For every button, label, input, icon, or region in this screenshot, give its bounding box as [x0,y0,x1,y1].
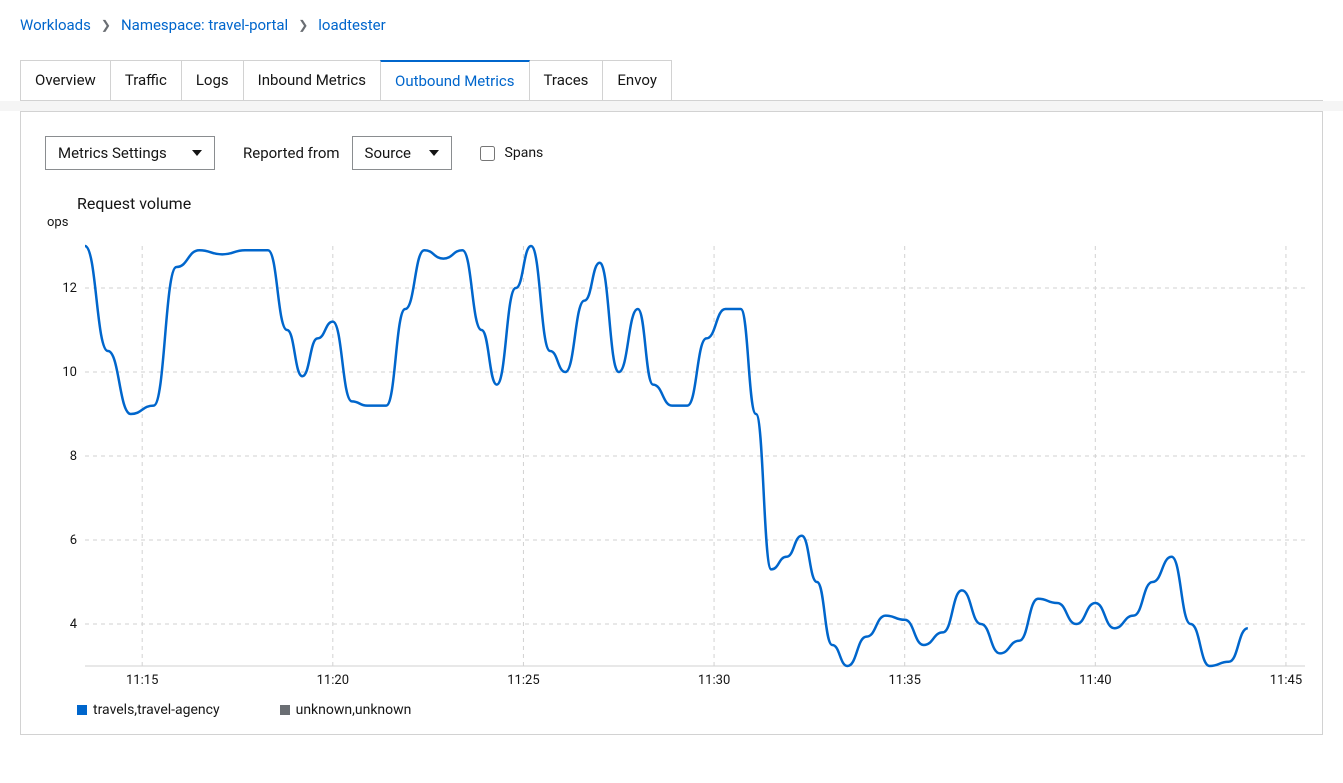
reported-from-value: Source [365,144,411,162]
tab-traces[interactable]: Traces [529,60,604,100]
chart-legend: travels,travel-agency unknown,unknown [77,702,1298,718]
tab-traffic[interactable]: Traffic [110,60,182,100]
svg-text:11:45: 11:45 [1270,673,1302,688]
breadcrumb-item-loadtester[interactable]: loadtester [318,16,385,34]
tab-logs[interactable]: Logs [181,60,244,100]
legend-label: travels,travel-agency [93,702,220,718]
svg-text:6: 6 [70,533,77,548]
svg-text:11:20: 11:20 [317,673,349,688]
svg-text:8: 8 [70,449,77,464]
caret-down-icon [192,150,202,156]
svg-text:11:25: 11:25 [507,673,539,688]
breadcrumb: Workloads ❯ Namespace: travel-portal ❯ l… [0,0,1343,50]
legend-swatch-icon [280,705,290,715]
chevron-right-icon: ❯ [101,18,111,32]
metrics-settings-dropdown[interactable]: Metrics Settings [45,136,215,170]
svg-text:4: 4 [70,617,78,632]
tab-inbound-metrics[interactable]: Inbound Metrics [243,60,381,100]
spans-checkbox[interactable] [480,146,495,161]
reported-from-group: Reported from Source [243,136,452,170]
controls-row: Metrics Settings Reported from Source Sp… [45,136,1298,170]
tab-overview[interactable]: Overview [20,60,111,100]
reported-from-dropdown[interactable]: Source [352,136,452,170]
legend-item[interactable]: travels,travel-agency [77,702,220,718]
svg-text:11:40: 11:40 [1079,673,1111,688]
breadcrumb-item-workloads[interactable]: Workloads [20,16,91,34]
reported-from-label: Reported from [243,144,340,162]
svg-text:11:15: 11:15 [126,673,158,688]
caret-down-icon [429,150,439,156]
breadcrumb-item-namespace[interactable]: Namespace: travel-portal [121,16,288,34]
svg-text:12: 12 [62,281,77,296]
legend-label: unknown,unknown [296,702,412,718]
tabs: OverviewTrafficLogsInbound MetricsOutbou… [20,60,1323,101]
chart-unit: ops [47,215,1298,230]
tab-outbound-metrics[interactable]: Outbound Metrics [380,60,530,100]
tab-envoy[interactable]: Envoy [602,60,672,100]
metrics-settings-label: Metrics Settings [58,144,167,162]
chart-area: Request volume ops 4 6 8 10 12 11:15 11:20 11:2… [45,194,1298,718]
svg-text:10: 10 [62,365,77,380]
request-volume-chart: 4 6 8 10 12 11:15 11:20 11:25 11:30 11:35 11:40 11:… [45,236,1325,696]
legend-item[interactable]: unknown,unknown [280,702,412,718]
legend-swatch-icon [77,705,87,715]
chevron-right-icon: ❯ [298,18,308,32]
spans-label: Spans [505,145,544,161]
svg-text:11:30: 11:30 [698,673,730,688]
svg-text:11:35: 11:35 [889,673,921,688]
metrics-panel: Metrics Settings Reported from Source Sp… [20,111,1323,735]
spans-checkbox-wrap[interactable]: Spans [480,145,544,161]
chart-title: Request volume [77,194,1298,213]
